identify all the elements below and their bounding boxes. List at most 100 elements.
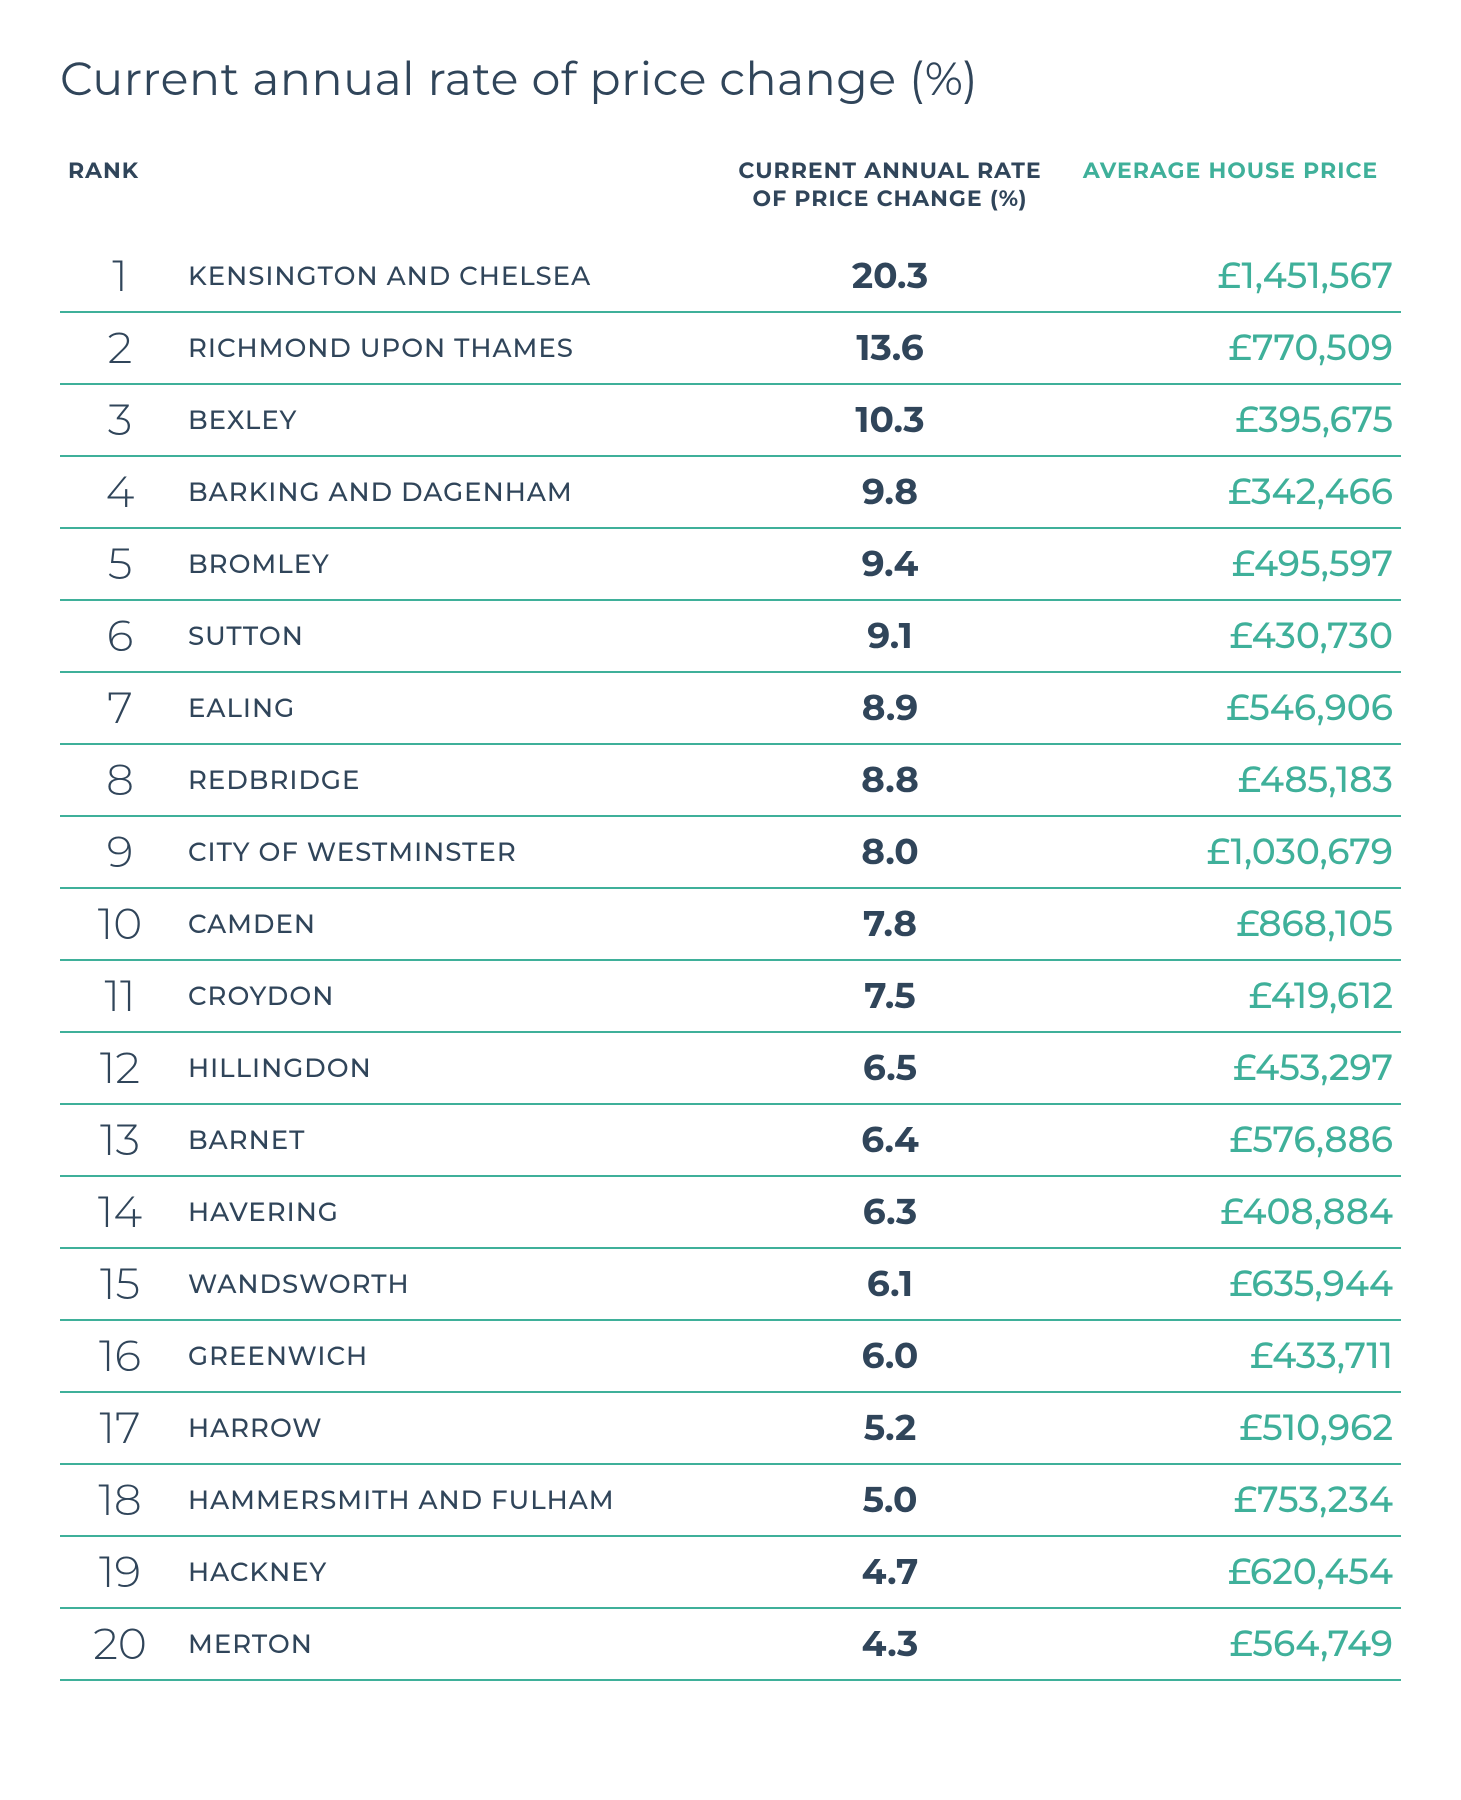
price-cell: £453,297 — [1060, 1032, 1401, 1104]
price-cell: £342,466 — [1060, 456, 1401, 528]
table-row: 13BARNET6.4£576,886 — [60, 1104, 1401, 1176]
rate-cell: 4.7 — [720, 1536, 1060, 1608]
price-cell: £635,944 — [1060, 1248, 1401, 1320]
rank-cell: 19 — [60, 1536, 180, 1608]
rate-cell: 6.5 — [720, 1032, 1060, 1104]
price-cell: £1,451,567 — [1060, 240, 1401, 312]
rate-cell: 5.0 — [720, 1464, 1060, 1536]
page-title: Current annual rate of price change (%) — [60, 50, 1401, 107]
rank-cell: 7 — [60, 672, 180, 744]
name-cell: HILLINGDON — [180, 1032, 720, 1104]
table-row: 20MERTON4.3£564,749 — [60, 1608, 1401, 1680]
rate-cell: 9.1 — [720, 600, 1060, 672]
table-row: 5BROMLEY9.4£495,597 — [60, 528, 1401, 600]
col-header-price: AVERAGE HOUSE PRICE — [1060, 147, 1401, 240]
rate-cell: 6.4 — [720, 1104, 1060, 1176]
price-cell: £546,906 — [1060, 672, 1401, 744]
rank-cell: 18 — [60, 1464, 180, 1536]
rank-cell: 5 — [60, 528, 180, 600]
name-cell: REDBRIDGE — [180, 744, 720, 816]
name-cell: BARKING AND DAGENHAM — [180, 456, 720, 528]
price-cell: £576,886 — [1060, 1104, 1401, 1176]
name-cell: GREENWICH — [180, 1320, 720, 1392]
table-row: 2RICHMOND UPON THAMES13.6£770,509 — [60, 312, 1401, 384]
table-row: 6SUTTON9.1£430,730 — [60, 600, 1401, 672]
rate-cell: 9.4 — [720, 528, 1060, 600]
name-cell: CITY OF WESTMINSTER — [180, 816, 720, 888]
price-cell: £433,711 — [1060, 1320, 1401, 1392]
rank-cell: 12 — [60, 1032, 180, 1104]
rank-cell: 4 — [60, 456, 180, 528]
rank-cell: 13 — [60, 1104, 180, 1176]
table-row: 7EALING8.9£546,906 — [60, 672, 1401, 744]
price-cell: £510,962 — [1060, 1392, 1401, 1464]
name-cell: MERTON — [180, 1608, 720, 1680]
name-cell: CAMDEN — [180, 888, 720, 960]
table-row: 17HARROW5.2£510,962 — [60, 1392, 1401, 1464]
rank-cell: 6 — [60, 600, 180, 672]
rate-cell: 6.0 — [720, 1320, 1060, 1392]
table-row: 3BEXLEY10.3£395,675 — [60, 384, 1401, 456]
name-cell: RICHMOND UPON THAMES — [180, 312, 720, 384]
table-header-row: RANK CURRENT ANNUAL RATE OF PRICE CHANGE… — [60, 147, 1401, 240]
price-cell: £495,597 — [1060, 528, 1401, 600]
name-cell: KENSINGTON AND CHELSEA — [180, 240, 720, 312]
price-cell: £408,884 — [1060, 1176, 1401, 1248]
table-row: 16GREENWICH6.0£433,711 — [60, 1320, 1401, 1392]
rank-cell: 20 — [60, 1608, 180, 1680]
rank-cell: 17 — [60, 1392, 180, 1464]
name-cell: CROYDON — [180, 960, 720, 1032]
rank-cell: 1 — [60, 240, 180, 312]
table-row: 9CITY OF WESTMINSTER8.0£1,030,679 — [60, 816, 1401, 888]
name-cell: SUTTON — [180, 600, 720, 672]
price-cell: £395,675 — [1060, 384, 1401, 456]
rate-cell: 8.9 — [720, 672, 1060, 744]
name-cell: HARROW — [180, 1392, 720, 1464]
price-cell: £620,454 — [1060, 1536, 1401, 1608]
table-row: 11CROYDON7.5£419,612 — [60, 960, 1401, 1032]
price-cell: £868,105 — [1060, 888, 1401, 960]
table-row: 12HILLINGDON6.5£453,297 — [60, 1032, 1401, 1104]
table-row: 1KENSINGTON AND CHELSEA20.3£1,451,567 — [60, 240, 1401, 312]
rate-cell: 7.5 — [720, 960, 1060, 1032]
price-cell: £753,234 — [1060, 1464, 1401, 1536]
col-header-name — [180, 147, 720, 240]
price-cell: £770,509 — [1060, 312, 1401, 384]
rate-cell: 6.1 — [720, 1248, 1060, 1320]
price-cell: £485,183 — [1060, 744, 1401, 816]
name-cell: HACKNEY — [180, 1536, 720, 1608]
rank-cell: 3 — [60, 384, 180, 456]
name-cell: EALING — [180, 672, 720, 744]
rank-cell: 2 — [60, 312, 180, 384]
price-cell: £564,749 — [1060, 1608, 1401, 1680]
rate-cell: 13.6 — [720, 312, 1060, 384]
table-row: 19HACKNEY4.7£620,454 — [60, 1536, 1401, 1608]
table-row: 10CAMDEN7.8£868,105 — [60, 888, 1401, 960]
price-change-table: RANK CURRENT ANNUAL RATE OF PRICE CHANGE… — [60, 147, 1401, 1681]
rate-cell: 5.2 — [720, 1392, 1060, 1464]
rank-cell: 9 — [60, 816, 180, 888]
name-cell: BARNET — [180, 1104, 720, 1176]
table-row: 4BARKING AND DAGENHAM9.8£342,466 — [60, 456, 1401, 528]
rank-cell: 16 — [60, 1320, 180, 1392]
table-row: 14HAVERING6.3£408,884 — [60, 1176, 1401, 1248]
rank-cell: 8 — [60, 744, 180, 816]
table-row: 8REDBRIDGE8.8£485,183 — [60, 744, 1401, 816]
col-header-rank: RANK — [60, 147, 180, 240]
price-cell: £430,730 — [1060, 600, 1401, 672]
rate-cell: 9.8 — [720, 456, 1060, 528]
rate-cell: 8.0 — [720, 816, 1060, 888]
rate-cell: 10.3 — [720, 384, 1060, 456]
rate-cell: 4.3 — [720, 1608, 1060, 1680]
price-cell: £419,612 — [1060, 960, 1401, 1032]
rate-cell: 7.8 — [720, 888, 1060, 960]
name-cell: HAMMERSMITH AND FULHAM — [180, 1464, 720, 1536]
rate-cell: 6.3 — [720, 1176, 1060, 1248]
table-row: 15WANDSWORTH6.1£635,944 — [60, 1248, 1401, 1320]
name-cell: WANDSWORTH — [180, 1248, 720, 1320]
rank-cell: 10 — [60, 888, 180, 960]
price-cell: £1,030,679 — [1060, 816, 1401, 888]
name-cell: BROMLEY — [180, 528, 720, 600]
rank-cell: 14 — [60, 1176, 180, 1248]
rank-cell: 15 — [60, 1248, 180, 1320]
